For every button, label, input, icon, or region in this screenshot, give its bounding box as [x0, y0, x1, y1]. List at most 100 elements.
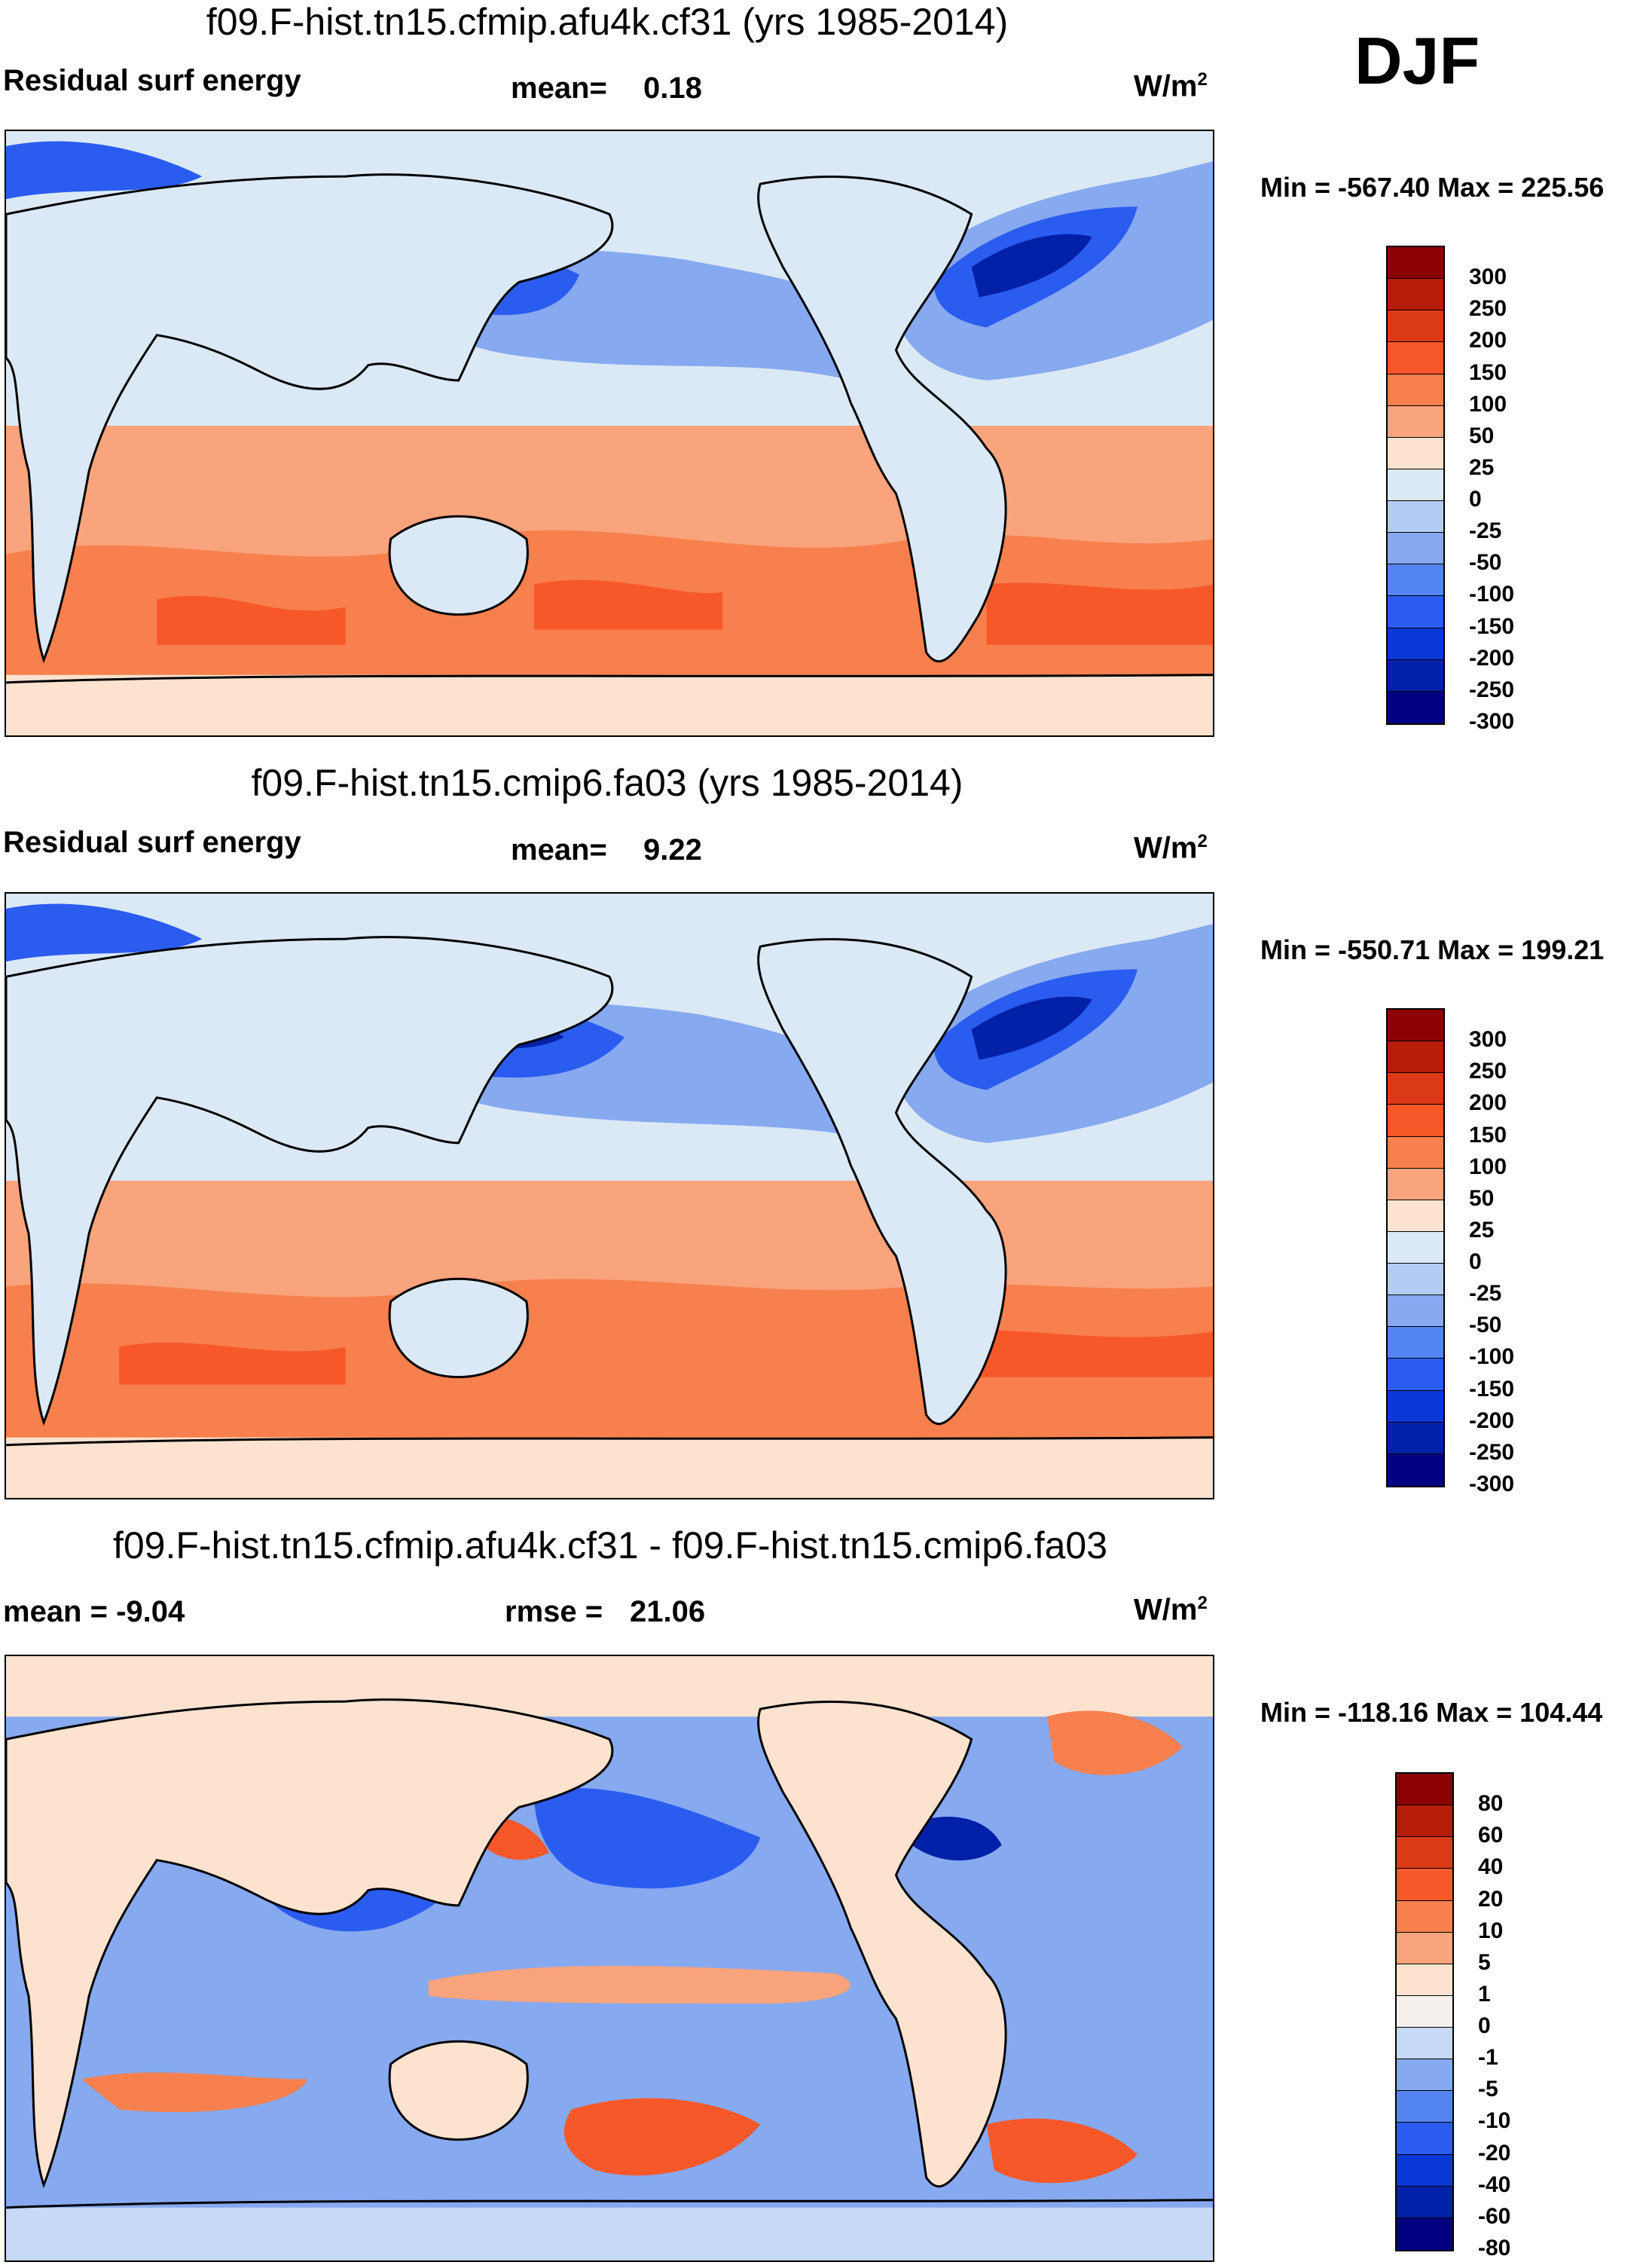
colorbar-tick: 80	[1478, 1791, 1504, 1817]
colorbar-tick: 40	[1478, 1854, 1504, 1880]
colorbar-swatch	[1388, 1200, 1443, 1232]
colorbar-tick: 200	[1469, 1090, 1507, 1116]
variable-label: Residual surf energy	[3, 64, 301, 97]
panel-title: f09.F-hist.tn15.cfmip.afu4k.cf31 (yrs 19…	[206, 1, 1009, 43]
colorbar-tick: 100	[1469, 391, 1507, 417]
colorbar-tick: 0	[1469, 1249, 1482, 1275]
colorbar-tick: -150	[1469, 613, 1515, 639]
variable-label: Residual surf energy	[3, 826, 301, 859]
rmse-label: rmse =	[505, 1595, 603, 1628]
colorbar-tick: 250	[1469, 296, 1507, 322]
colorbar-tick: -300	[1469, 1472, 1515, 1496]
panel-title: f09.F-hist.tn15.cmip6.fa03 (yrs 1985-201…	[251, 762, 964, 804]
colorbar-swatch	[1388, 691, 1443, 723]
southern-ocean-max	[157, 579, 1213, 645]
colorbar-tick: 150	[1469, 359, 1507, 385]
colorbar-swatch	[1388, 659, 1443, 692]
colorbar-tick: 300	[1469, 264, 1507, 290]
mean-label: mean=	[511, 72, 607, 105]
map-cmip6	[5, 892, 1214, 1499]
colorbar-swatch	[1388, 437, 1443, 469]
colorbar-tick: 250	[1469, 1059, 1507, 1084]
min-max-label: Min = -118.16 Max = 104.44	[1260, 1697, 1603, 1728]
antarctica	[6, 674, 1213, 735]
north-atlantic-warm	[1046, 1710, 1183, 1775]
colorbar-swatch	[1388, 1422, 1443, 1454]
colorbar-tick: -25	[1469, 1281, 1502, 1307]
colorbar-tick: 100	[1469, 1154, 1507, 1179]
colorbar-afu4k	[1386, 246, 1445, 725]
colorbar-tick: -1	[1478, 2045, 1498, 2071]
units-label: W/m2	[1134, 831, 1208, 865]
panel-title: f09.F-hist.tn15.cfmip.afu4k.cf31 - f09.F…	[112, 1524, 1108, 1567]
colorbar-tick: 300	[1469, 1027, 1507, 1053]
colorbar-swatch	[1397, 2218, 1452, 2250]
colorbar-swatch	[1388, 1327, 1443, 1359]
colorbar-swatch	[1397, 1869, 1452, 1901]
gulf-stream-core	[971, 996, 1092, 1060]
south-atlantic-warm	[986, 2118, 1138, 2184]
colorbar-swatch	[1388, 1041, 1443, 1074]
colorbar-tick: 200	[1469, 328, 1507, 353]
colorbar-tick: -150	[1469, 1376, 1515, 1401]
colorbar-swatch	[1388, 1231, 1443, 1264]
gulf-stream-core	[971, 234, 1092, 298]
colorbar-swatch	[1388, 247, 1443, 280]
colorbar-swatch	[1388, 1453, 1443, 1486]
colorbar-tick: 25	[1469, 454, 1495, 480]
colorbar-swatch	[1388, 1390, 1443, 1423]
colorbar-swatch	[1397, 1837, 1452, 1869]
colorbar-swatch	[1388, 564, 1443, 597]
colorbar-tick: -10	[1478, 2108, 1511, 2134]
colorbar-tick: 150	[1469, 1122, 1507, 1148]
colorbar-swatch	[1388, 1295, 1443, 1328]
colorbar-swatch	[1397, 2091, 1452, 2123]
southern-ocean-max	[119, 1330, 1213, 1385]
colorbar-swatch	[1397, 1774, 1452, 1806]
colorbar-tick: -25	[1469, 518, 1502, 544]
land	[6, 937, 1006, 1424]
rmse-value: 21.06	[630, 1595, 706, 1628]
equatorial-warm	[428, 1966, 851, 2004]
colorbar-swatch	[1397, 2186, 1452, 2218]
colorbar-tick: -50	[1469, 1313, 1502, 1338]
colorbar-tick: 5	[1478, 1949, 1491, 1975]
colorbar-tick: -250	[1469, 1439, 1515, 1465]
colorbar-tick: 1	[1478, 1981, 1491, 2007]
colorbar-tick: 60	[1478, 1823, 1504, 1848]
colorbar-cmip6	[1386, 1008, 1445, 1487]
colorbar-swatch	[1388, 469, 1443, 502]
map-diff-svg	[6, 1656, 1213, 2260]
land	[6, 174, 1006, 662]
mean-value: 0.18	[643, 72, 702, 105]
mean-label: mean = -9.04	[3, 1595, 185, 1628]
mean-value: 9.22	[643, 833, 702, 867]
colorbar-tick: -60	[1478, 2203, 1511, 2229]
colorbar-tick: -200	[1469, 1408, 1515, 1433]
colorbar-swatch	[1397, 1900, 1452, 1933]
map-afu4k	[5, 130, 1214, 737]
colorbar-swatch	[1388, 1359, 1443, 1391]
colorbar-swatch	[1397, 2123, 1452, 2155]
colorbar-swatch	[1388, 533, 1443, 565]
colorbar-swatch	[1397, 1932, 1452, 1964]
arctic-band	[6, 1656, 1213, 1717]
min-max-label: Min = -550.71 Max = 199.21	[1260, 934, 1605, 965]
colorbar-swatch	[1397, 1805, 1452, 1838]
colorbar-swatch	[1388, 1073, 1443, 1105]
map-cmip6-svg	[6, 894, 1213, 1498]
colorbar-swatch	[1397, 1964, 1452, 1996]
colorbar-swatch	[1397, 2154, 1452, 2187]
coastlines	[6, 173, 1213, 684]
colorbar-swatch	[1388, 1264, 1443, 1296]
colorbar-swatch	[1388, 310, 1443, 343]
colorbar-tick: 0	[1469, 487, 1482, 512]
season-label: DJF	[1354, 23, 1480, 98]
colorbar-tick: 50	[1469, 423, 1495, 448]
mean-label: mean=	[511, 833, 607, 867]
colorbar-swatch	[1388, 1010, 1443, 1042]
colorbar-tick: -200	[1469, 645, 1515, 671]
colorbar-tick: -20	[1478, 2140, 1511, 2166]
colorbar-tick: 20	[1478, 1886, 1504, 1912]
colorbar-tick: -100	[1469, 1344, 1515, 1370]
